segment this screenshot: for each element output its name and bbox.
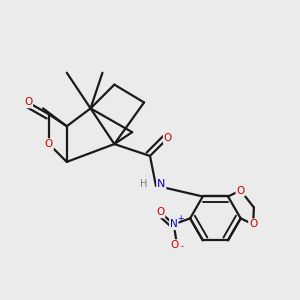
Text: O: O <box>45 139 53 149</box>
Text: O: O <box>249 219 257 229</box>
Text: O: O <box>170 240 178 250</box>
Text: N: N <box>170 219 178 229</box>
Text: O: O <box>236 185 244 196</box>
Text: N: N <box>157 179 166 189</box>
Text: +: + <box>177 214 184 224</box>
Text: -: - <box>181 242 184 251</box>
Text: H: H <box>140 179 147 189</box>
Text: O: O <box>24 98 32 107</box>
Text: O: O <box>156 207 164 218</box>
Text: O: O <box>164 133 172 143</box>
